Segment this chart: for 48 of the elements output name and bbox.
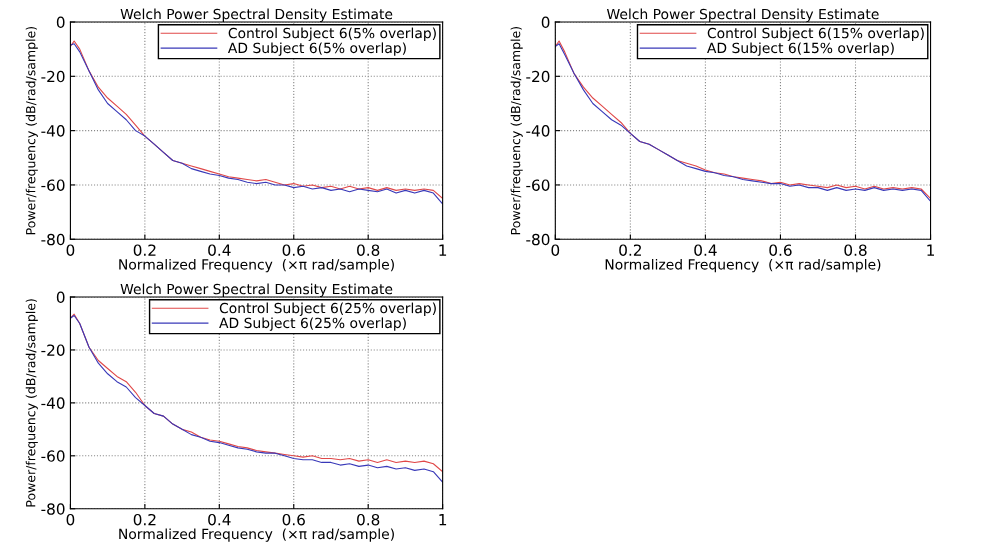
y-tick-label: -40 bbox=[41, 125, 65, 137]
y-tick-label: -20 bbox=[526, 70, 550, 83]
y-tick-label: -60 bbox=[41, 450, 65, 462]
x-tick-label: 0.2 bbox=[619, 244, 641, 256]
legend-label: Control Subject 6(15% overlap) bbox=[707, 27, 924, 41]
x-tick-label: 1 bbox=[927, 244, 934, 256]
x-axis-title: Normalized Frequency (×π rad/sample) bbox=[119, 258, 394, 273]
x-tick-label: 1 bbox=[439, 244, 447, 256]
y-tick-label: -60 bbox=[526, 179, 550, 191]
x-tick-label: 0.2 bbox=[133, 513, 156, 526]
y-axis-title: Power/frequency (dB/rad/sample) bbox=[510, 26, 523, 235]
x-axis-title: Normalized Frequency (×π rad/sample) bbox=[119, 528, 394, 542]
y-tick-label: -40 bbox=[41, 397, 65, 409]
y-tick-label: 0 bbox=[56, 16, 65, 29]
chart-title: Welch Power Spectral Density Estimate bbox=[606, 8, 879, 22]
x-tick-label: 0.8 bbox=[357, 244, 380, 256]
y-tick-label: -40 bbox=[526, 125, 550, 137]
x-tick-label: 0.6 bbox=[769, 244, 792, 256]
x-tick-label: 0.6 bbox=[282, 244, 305, 256]
y-tick-label: -80 bbox=[41, 233, 65, 246]
y-tick-label: -60 bbox=[41, 179, 65, 191]
x-tick-label: 0.8 bbox=[844, 244, 867, 256]
legend-label: AD Subject 6(25% overlap) bbox=[219, 317, 406, 331]
y-tick-label: 0 bbox=[56, 291, 65, 304]
x-axis-title: Normalized Frequency (×π rad/sample) bbox=[605, 258, 881, 273]
x-tick-label: 0 bbox=[66, 244, 75, 256]
legend-label: Control Subject 6(5% overlap) bbox=[228, 27, 436, 41]
x-tick-label: 0.4 bbox=[208, 513, 231, 526]
y-axis-title: Power/frequency (dB/rad/sample) bbox=[25, 299, 38, 507]
y-tick-label: -80 bbox=[41, 503, 65, 515]
y-tick-label: 0 bbox=[541, 16, 550, 29]
x-tick-label: 1 bbox=[439, 514, 447, 526]
y-tick-label: -20 bbox=[41, 70, 65, 83]
x-tick-label: 0.2 bbox=[133, 244, 156, 256]
x-tick-label: 0 bbox=[66, 513, 75, 526]
y-tick-label: -20 bbox=[41, 344, 65, 356]
y-tick-label: -80 bbox=[526, 233, 550, 246]
x-tick-label: 0.6 bbox=[282, 513, 305, 526]
x-tick-label: 0.8 bbox=[357, 513, 380, 526]
legend-label: AD Subject 6(5% overlap) bbox=[227, 42, 406, 56]
x-tick-label: 0.4 bbox=[694, 244, 717, 256]
legend-label: AD Subject 6(15% overlap) bbox=[707, 42, 894, 56]
legend-label: Control Subject 6(25% overlap) bbox=[219, 302, 436, 316]
x-tick-label: 0.4 bbox=[208, 244, 231, 256]
chart-title: Welch Power Spectral Density Estimate bbox=[120, 283, 393, 297]
x-tick-label: 0 bbox=[551, 244, 560, 256]
y-axis-title: Power/frequency (dB/rad/sample) bbox=[25, 26, 38, 235]
chart-title: Welch Power Spectral Density Estimate bbox=[120, 8, 393, 22]
